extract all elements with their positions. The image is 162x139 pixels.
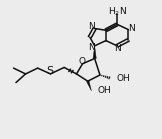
Text: H$_2$N: H$_2$N [108, 5, 127, 18]
Text: OH: OH [98, 86, 111, 95]
Text: N: N [88, 22, 95, 31]
Polygon shape [87, 81, 91, 91]
Text: N: N [128, 24, 135, 33]
Polygon shape [93, 46, 96, 59]
Text: N: N [88, 43, 95, 52]
Text: S: S [46, 66, 53, 76]
Text: OH: OH [117, 74, 131, 83]
Text: N: N [115, 44, 121, 53]
Text: O: O [78, 57, 85, 66]
